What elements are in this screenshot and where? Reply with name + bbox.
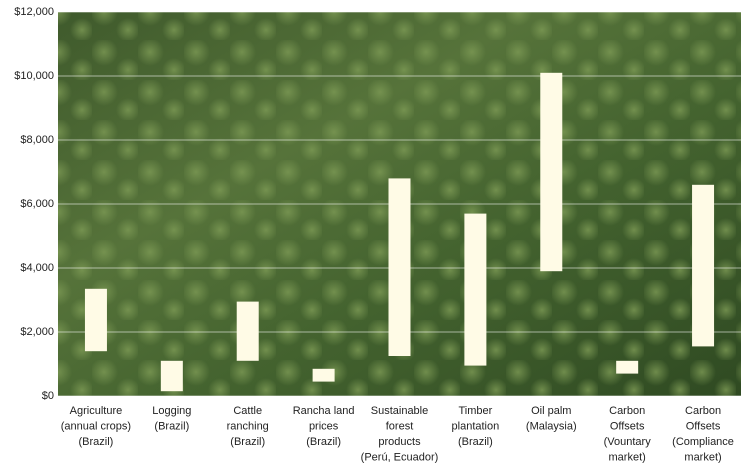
x-tick-label: Carbon	[609, 405, 645, 417]
y-tick-label: $4,000	[20, 262, 54, 274]
bar	[312, 368, 335, 382]
y-tick-label: $2,000	[20, 326, 54, 338]
x-tick-label: (Brazil)	[154, 420, 189, 432]
x-tick-label: (Brazil)	[230, 436, 265, 448]
x-tick-label: Logging	[152, 405, 191, 417]
bar	[160, 360, 183, 392]
x-tick-label: Rancha land	[293, 405, 355, 417]
bar	[84, 288, 107, 352]
bar	[464, 213, 487, 366]
y-tick-label: $8,000	[20, 134, 54, 146]
x-tick-label: (Brazil)	[79, 436, 114, 448]
x-tick-label: Oil palm	[531, 405, 571, 417]
y-tick-label: $10,000	[14, 70, 54, 82]
x-tick-label: (Perú, Ecuador)	[361, 451, 439, 463]
x-tick-label: (Brazil)	[306, 436, 341, 448]
x-tick-label: ranching	[227, 420, 269, 432]
x-tick-label: Carbon	[685, 405, 721, 417]
x-tick-label: Agriculture	[70, 405, 123, 417]
bar	[236, 301, 259, 361]
x-tick-label: market)	[609, 451, 646, 463]
x-tick-label: (annual crops)	[61, 420, 131, 432]
y-tick-label: $0	[42, 390, 54, 402]
bar	[616, 360, 639, 374]
x-tick-label: Offsets	[610, 420, 645, 432]
x-tick-label: prices	[309, 420, 339, 432]
x-tick-label: Cattle	[233, 405, 262, 417]
x-tick-label: market)	[684, 451, 721, 463]
x-tick-label: forest	[386, 420, 414, 432]
x-tick-label: plantation	[452, 420, 500, 432]
bar	[540, 72, 563, 272]
x-tick-label: (Vountary	[604, 436, 652, 448]
y-tick-label: $12,000	[14, 6, 54, 18]
x-tick-label: products	[378, 436, 421, 448]
x-tick-label: (Malaysia)	[526, 420, 577, 432]
x-tick-label: Sustainable	[371, 405, 429, 417]
x-tick-label: Timber	[458, 405, 492, 417]
bar	[692, 184, 715, 347]
x-tick-label: (Compliance	[672, 436, 734, 448]
x-tick-label: (Brazil)	[458, 436, 493, 448]
bar	[388, 178, 411, 356]
y-tick-label: $6,000	[20, 198, 54, 210]
x-tick-label: Offsets	[686, 420, 721, 432]
